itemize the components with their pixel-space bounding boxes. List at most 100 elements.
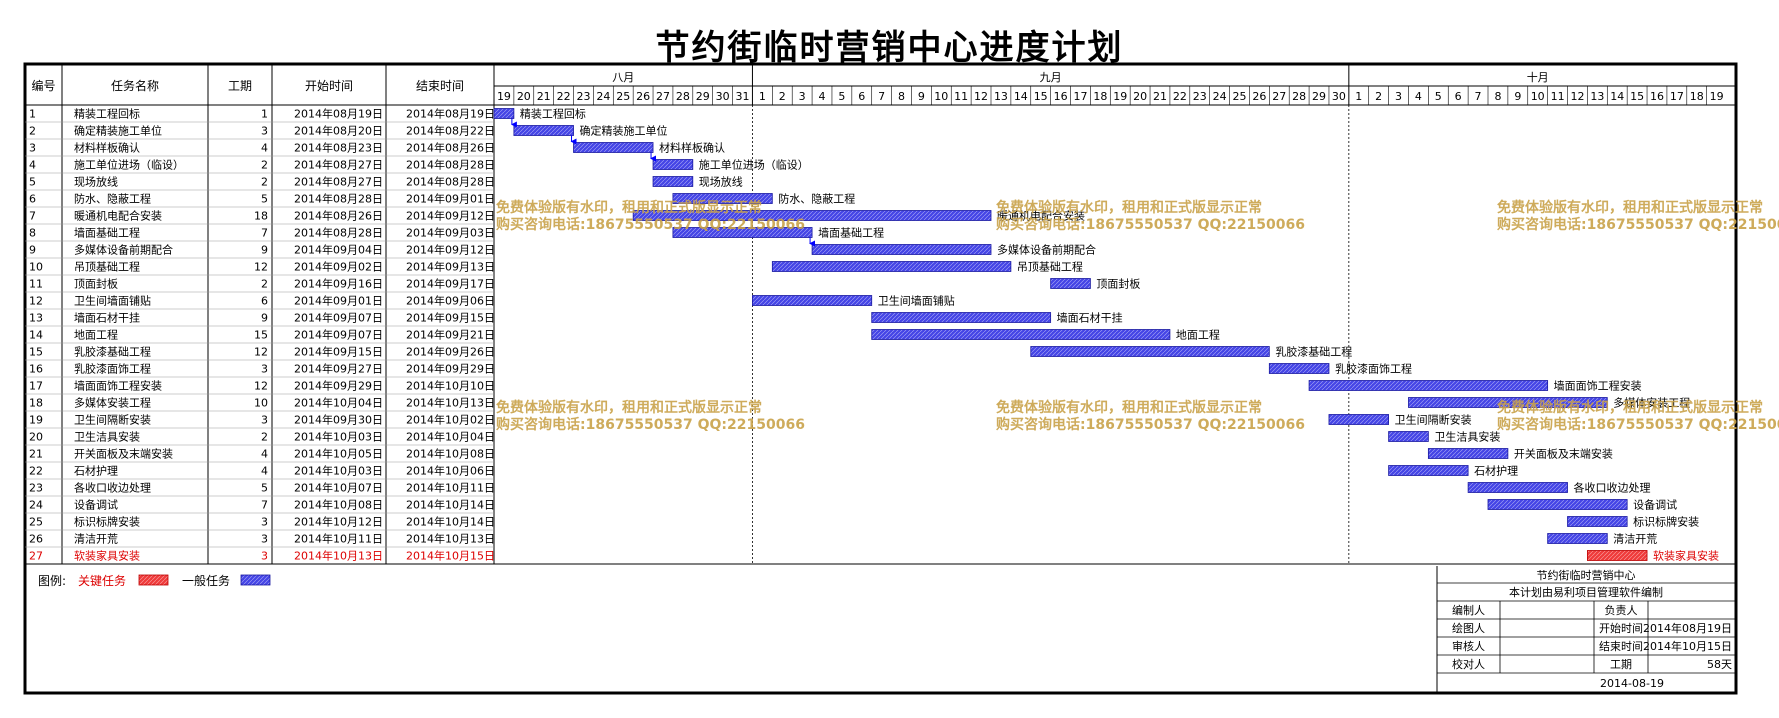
bar-label: 墙面基础工程	[818, 226, 884, 240]
day-label: 4	[1415, 90, 1422, 103]
task-start: 2014年09月30日	[294, 413, 383, 427]
day-label: 28	[676, 90, 690, 103]
task-bar	[513, 125, 574, 136]
task-id: 27	[29, 550, 43, 563]
page-title: 节约街临时营销中心进度计划	[655, 28, 1124, 68]
day-label: 26	[1252, 90, 1266, 103]
day-label: 25	[1233, 90, 1247, 103]
task-id: 19	[29, 414, 43, 427]
day-label: 16	[1650, 90, 1664, 103]
task-end: 2014年09月13日	[406, 260, 495, 274]
task-bar	[1487, 499, 1628, 510]
task-duration: 3	[261, 125, 268, 138]
header-name: 任务名称	[111, 78, 159, 93]
task-name: 清洁开荒	[74, 533, 118, 546]
task-name: 精装工程回标	[74, 107, 140, 121]
task-start: 2014年08月27日	[294, 158, 383, 172]
watermark-line: 购买咨询电话:18675550537 QQ:22150066	[496, 217, 805, 233]
task-id: 4	[29, 159, 36, 172]
watermark-line: 购买咨询电话:18675550537 QQ:22150066	[1497, 217, 1779, 233]
bar-label: 确定精装施工单位	[580, 124, 668, 138]
task-name: 顶面封板	[74, 277, 118, 291]
watermark-line: 购买咨询电话:18675550537 QQ:22150066	[496, 417, 805, 433]
watermark-line: 购买咨询电话:18675550537 QQ:22150066	[996, 417, 1305, 433]
task-id: 21	[29, 448, 43, 461]
task-id: 20	[29, 431, 43, 444]
task-id: 8	[29, 227, 36, 240]
day-label: 14	[1014, 90, 1028, 103]
watermark-text: 免费体验版有水印，租用和正式版显示正常 购买咨询电话:18675550537 QQ…	[1497, 400, 1779, 434]
bar-label: 防水、隐蔽工程	[778, 192, 855, 206]
task-bar	[871, 329, 1171, 340]
day-label: 15	[1034, 90, 1048, 103]
task-id: 26	[29, 533, 43, 546]
day-label: 31	[736, 90, 750, 103]
task-id: 15	[29, 346, 43, 359]
task-duration: 1	[261, 108, 268, 121]
task-duration: 3	[261, 550, 268, 563]
task-end: 2014年08月26日	[406, 141, 495, 155]
info-cell: 开始时间	[1599, 621, 1643, 635]
task-bar	[771, 261, 1012, 272]
day-label: 17	[1670, 90, 1684, 103]
task-name: 各收口收边处理	[74, 481, 151, 495]
task-start: 2014年10月07日	[294, 481, 383, 495]
day-label: 5	[838, 90, 845, 103]
day-label: 20	[1133, 90, 1147, 103]
task-id: 1	[29, 108, 36, 121]
task-end: 2014年09月17日	[406, 277, 495, 291]
bar-label: 材料样板确认	[659, 141, 725, 155]
day-label: 17	[1073, 90, 1087, 103]
bar-label: 现场放线	[699, 175, 743, 189]
task-id: 3	[29, 142, 36, 155]
task-duration: 12	[254, 346, 268, 359]
task-name: 软装家具安装	[74, 549, 140, 563]
task-name: 墙面基础工程	[74, 226, 140, 240]
task-end: 2014年09月21日	[406, 328, 495, 342]
task-start: 2014年08月26日	[294, 209, 383, 223]
task-bar	[573, 142, 654, 153]
task-bar	[1328, 414, 1389, 425]
task-end: 2014年08月28日	[406, 175, 495, 189]
task-id: 9	[29, 244, 36, 257]
info-project: 节约街临时营销中心	[1537, 568, 1636, 582]
day-label: 9	[1514, 90, 1521, 103]
task-name: 多媒体设备前期配合	[74, 243, 173, 257]
task-bar	[1388, 465, 1469, 476]
day-label: 24	[596, 90, 610, 103]
day-label: 18	[1690, 90, 1704, 103]
task-duration: 4	[261, 142, 268, 155]
task-bar	[1308, 380, 1549, 391]
task-duration: 6	[261, 295, 268, 308]
task-start: 2014年08月28日	[294, 226, 383, 240]
task-start: 2014年08月23日	[294, 141, 383, 155]
task-bar	[632, 210, 992, 221]
bar-label: 乳胶漆基础工程	[1275, 345, 1352, 359]
task-duration: 4	[261, 465, 268, 478]
task-name: 施工单位进场（临设）	[74, 158, 184, 172]
task-end: 2014年10月08日	[406, 447, 495, 461]
info-cell: 校对人	[1452, 657, 1485, 671]
task-name: 乳胶漆面饰工程	[74, 362, 151, 376]
task-duration: 3	[261, 516, 268, 529]
task-bar	[1050, 278, 1091, 289]
task-end: 2014年10月10日	[406, 379, 495, 393]
watermark-line: 免费体验版有水印，租用和正式版显示正常	[496, 400, 762, 416]
info-date: 2014-08-19	[1600, 677, 1664, 690]
task-bar	[1427, 448, 1509, 459]
task-bar	[1547, 533, 1608, 544]
day-label: 23	[1193, 90, 1207, 103]
task-start: 2014年08月20日	[294, 124, 383, 138]
month-label: 九月	[1040, 71, 1062, 84]
info-software: 本计划由易利项目管理软件编制	[1509, 585, 1663, 599]
task-duration: 3	[261, 363, 268, 376]
info-cell: 工期	[1610, 658, 1632, 671]
bar-label: 设备调试	[1633, 498, 1677, 512]
day-label: 12	[1570, 90, 1584, 103]
task-id: 25	[29, 516, 43, 529]
task-name: 开关面板及末端安装	[74, 447, 173, 461]
task-start: 2014年10月05日	[294, 447, 383, 461]
task-start: 2014年10月03日	[294, 430, 383, 444]
task-name: 暖通机电配合安装	[74, 209, 162, 223]
task-name: 墙面石材干挂	[74, 311, 140, 325]
